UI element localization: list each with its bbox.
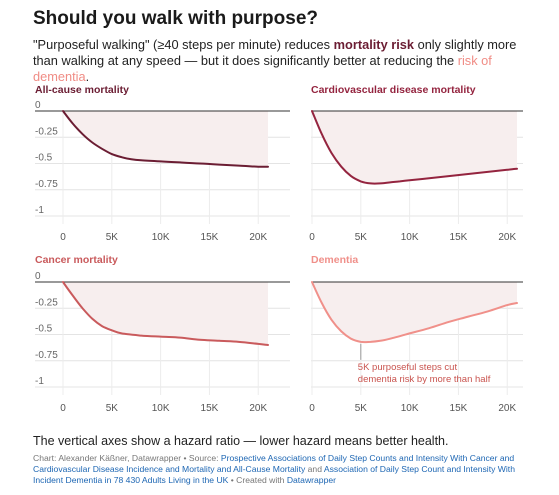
- panel-title: Cancer mortality: [35, 254, 118, 266]
- x-tick-label: 15K: [201, 403, 219, 414]
- datawrapper-link[interactable]: Datawrapper: [286, 475, 337, 485]
- annotation-line-2: dementia risk by more than half: [358, 374, 491, 385]
- x-tick-label: 10K: [152, 403, 170, 414]
- footer-and: and: [305, 464, 324, 474]
- panel-4: Dementia 0 5K 10K 15K 20K 5K purposeful steps …: [309, 254, 523, 414]
- x-tick-label: 0: [309, 232, 315, 243]
- area-fill: [312, 282, 517, 342]
- panel-1: All-cause mortality 0 -0.25 -0.5 -0.75 -1 0 5K 1…: [35, 84, 290, 243]
- series-line: [62, 110, 269, 168]
- x-tick-label: 20K: [249, 403, 267, 414]
- series-line: [311, 110, 518, 185]
- x-tick-label: 20K: [498, 403, 516, 414]
- x-tick-label: 0: [309, 403, 315, 414]
- y-tick-label: -1: [35, 376, 44, 387]
- y-tick-label: -0.5: [35, 324, 53, 335]
- x-tick-label: 20K: [249, 232, 267, 243]
- panel-title: Cardiovascular disease mortality: [311, 84, 476, 96]
- subtitle-text-1: "Purposeful walking" (≥40 steps per minu…: [33, 37, 334, 52]
- x-tick-label: 15K: [201, 232, 219, 243]
- chart-footer: Chart: Alexander Käßner, Datawrapper • S…: [33, 453, 533, 486]
- subtitle-text-2: only slightly more than walking at any s…: [33, 37, 517, 68]
- x-tick-label: 10K: [401, 403, 419, 414]
- panel-title: All-cause mortality: [35, 84, 129, 96]
- x-tick-label: 10K: [152, 232, 170, 243]
- axis-note: The vertical axes show a hazard ratio — …: [33, 434, 449, 448]
- area-fill: [312, 111, 517, 184]
- x-tick-label: 15K: [450, 232, 468, 243]
- x-tick-label: 15K: [450, 403, 468, 414]
- y-tick-label: -0.75: [35, 179, 58, 190]
- x-tick-label: 0: [60, 403, 66, 414]
- y-tick-label: -0.25: [35, 126, 58, 137]
- series-line: [62, 281, 269, 346]
- y-tick-label: -0.5: [35, 153, 53, 164]
- x-tick-label: 5K: [355, 232, 368, 243]
- x-tick-label: 5K: [355, 403, 368, 414]
- y-tick-label: 0: [35, 271, 41, 282]
- series-line: [311, 281, 518, 344]
- x-tick-label: 0: [60, 232, 66, 243]
- subtitle-text-3: .: [85, 69, 90, 84]
- x-tick-label: 20K: [498, 232, 516, 243]
- x-tick-label: 10K: [401, 232, 419, 243]
- panel-3: Cancer mortality 0 -0.25 -0.5 -0.75 -1 0 5K 10K 1…: [35, 254, 290, 414]
- y-tick-label: -0.25: [35, 297, 58, 308]
- y-tick-label: 0: [35, 100, 41, 111]
- y-tick-label: -1: [35, 205, 44, 216]
- annotation-line-1: 5K purposeful steps cut: [358, 362, 458, 373]
- area-fill: [63, 111, 268, 167]
- subtitle-keyword-mortality: mortality risk: [333, 37, 415, 52]
- source-link-1[interactable]: Prospective Associations of Daily Step C…: [33, 453, 515, 474]
- chart-subtitle: "Purposeful walking" (≥40 steps per minu…: [33, 37, 533, 85]
- footer-created: • Created with: [228, 475, 287, 485]
- area-fill: [63, 282, 268, 345]
- subtitle-keyword-dementia: risk of dementia: [33, 53, 492, 84]
- chart-title: Should you walk with purpose?: [33, 8, 319, 29]
- panel-2: Cardiovascular disease mortality 0 5K 10K 15…: [309, 84, 523, 243]
- panel-title: Dementia: [311, 254, 358, 266]
- source-link-2[interactable]: Association of Daily Step Count and Inte…: [33, 464, 515, 485]
- y-tick-label: -0.75: [35, 350, 58, 361]
- footer-credit: Chart: Alexander Käßner, Datawrapper • S…: [33, 453, 221, 463]
- x-tick-label: 5K: [106, 403, 119, 414]
- x-tick-label: 5K: [106, 232, 119, 243]
